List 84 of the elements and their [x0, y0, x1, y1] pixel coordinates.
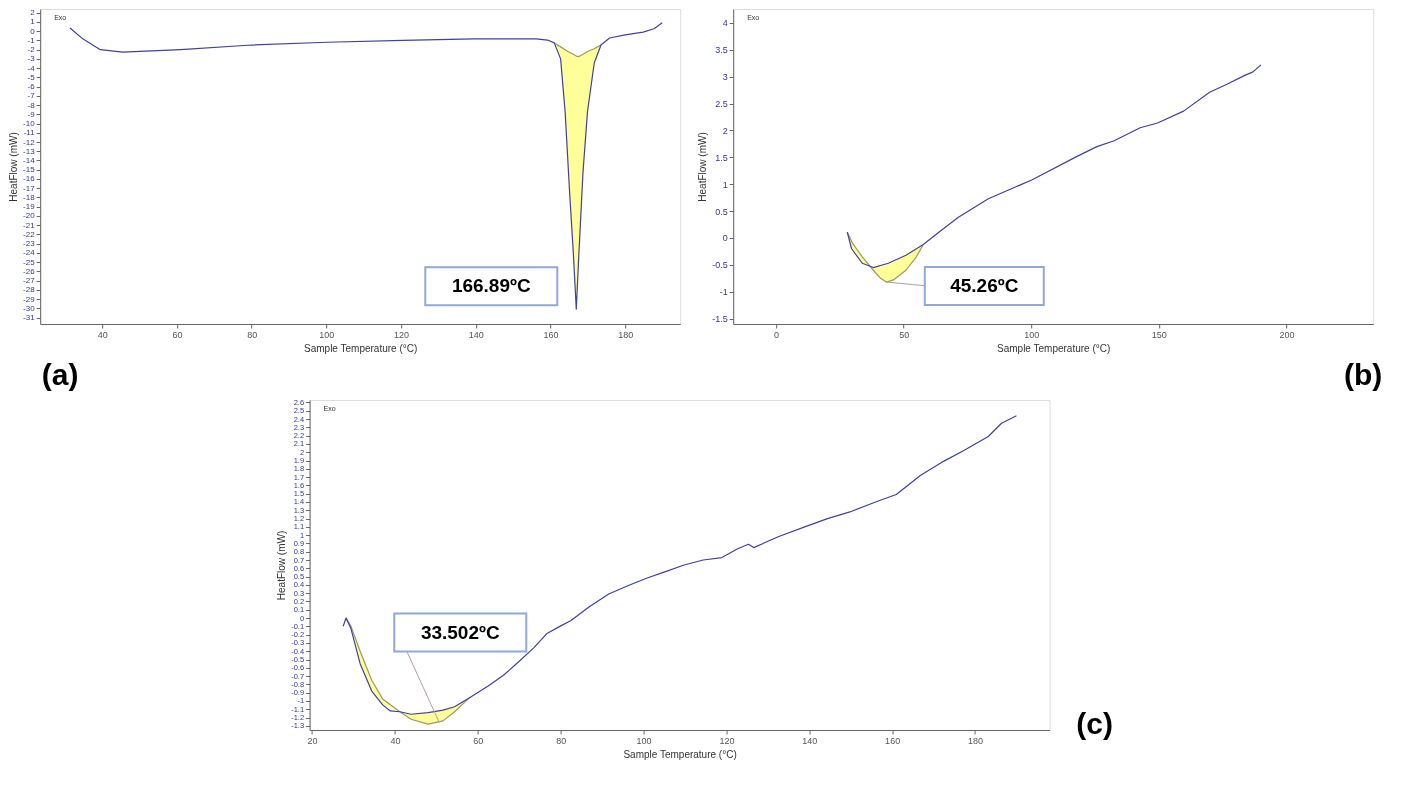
y-tick-label: -24 — [23, 248, 36, 258]
text: (b) — [1344, 358, 1383, 391]
line-series — [69, 22, 663, 310]
y-tick-label: -1 — [719, 287, 728, 298]
x-axis-title: Sample Temperature (°C) — [304, 342, 418, 354]
y-tick-label: -5 — [27, 72, 36, 82]
x-tick-label: 40 — [390, 735, 401, 746]
y-tick-label: -13 — [23, 146, 36, 156]
y-tick-label: 2 — [722, 125, 728, 136]
x-tick-label: 200 — [1279, 329, 1295, 340]
x-tick-label: 140 — [802, 735, 818, 746]
x-tick-label: 50 — [899, 329, 910, 340]
y-tick-label: -28 — [23, 285, 36, 295]
y-tick-label: -21 — [23, 220, 36, 230]
x-tick-label: 80 — [556, 735, 567, 746]
y-tick-label: -14 — [23, 156, 36, 165]
x-tick-label: 140 — [468, 329, 484, 340]
line-series — [342, 415, 1018, 715]
y-tick-label: -1 — [27, 35, 36, 45]
y-tick-label: -7 — [27, 91, 36, 101]
y-tick-label: -15 — [23, 165, 36, 175]
x-tick-label: 120 — [719, 735, 735, 746]
y-tick-label: -18 — [23, 192, 36, 202]
y-tick-label: -8 — [27, 100, 36, 110]
y-axis-title: HeatFlow (mW) — [276, 530, 288, 601]
y-tick-label: 3 — [722, 72, 728, 83]
y-tick-label: 0 — [30, 26, 36, 36]
x-tick-label: 60 — [473, 735, 484, 746]
y-tick-label: -31 — [23, 313, 36, 323]
y-tick-label: -26 — [23, 266, 36, 276]
y-tick-label: 0.5 — [715, 206, 728, 217]
y-tick-label: -9 — [27, 109, 36, 119]
y-tick-label: 1.5 — [715, 152, 728, 163]
y-tick-label: -0.5 — [712, 260, 728, 271]
y-tick-label: -23 — [23, 239, 36, 249]
x-tick-label: 20 — [307, 735, 318, 746]
y-tick-label: 2.5 — [715, 99, 728, 110]
y-tick-label: 1 — [722, 179, 728, 190]
y-tick-label: -2 — [27, 45, 36, 55]
y-tick-label: -10 — [23, 119, 36, 129]
y-tick-label: 0 — [722, 233, 728, 244]
y-tick-label: -12 — [23, 137, 36, 147]
y-tick-label: -20 — [23, 211, 36, 221]
text: (c) — [1076, 707, 1113, 740]
x-tick-label: 40 — [97, 329, 108, 340]
y-tick-label: 3.5 — [715, 45, 728, 56]
y-tick-label: -4 — [27, 63, 36, 73]
x-tick-label: 100 — [319, 329, 335, 340]
y-tick-label: 4 — [722, 18, 728, 29]
line-series — [553, 42, 602, 58]
y-axis-title: HeatFlow (mW) — [8, 132, 20, 202]
x-axis-title: Sample Temperature (°C) — [997, 342, 1111, 354]
y-tick-label: -16 — [23, 174, 36, 184]
y-tick-label: -6 — [27, 82, 36, 92]
y-tick-label: -30 — [23, 303, 36, 313]
x-tick-label: 150 — [1151, 329, 1167, 340]
y-axis-title: HeatFlow (mW) — [697, 132, 709, 202]
text: (a) — [41, 358, 79, 391]
x-tick-label: 100 — [636, 735, 652, 746]
x-tick-label: 60 — [172, 329, 183, 340]
y-tick-label: -17 — [23, 183, 36, 193]
x-tick-label: 160 — [885, 735, 901, 746]
y-tick-label: -19 — [23, 202, 36, 212]
x-tick-label: 120 — [394, 329, 410, 340]
y-tick-label: -22 — [23, 229, 36, 239]
y-tick-label: -25 — [23, 257, 36, 267]
y-tick-label: -27 — [23, 276, 36, 286]
annotation: 166.89ºC — [451, 275, 531, 297]
x-tick-label: 160 — [543, 329, 559, 340]
x-tick-label: 80 — [247, 329, 258, 340]
y-tick-label: -3 — [27, 54, 36, 64]
x-axis-title: Sample Temperature (°C) — [623, 748, 737, 760]
y-tick-label: 2 — [30, 8, 36, 18]
x-tick-label: 100 — [1024, 329, 1040, 340]
line-series — [846, 64, 1262, 269]
x-tick-label: 0 — [774, 329, 780, 340]
x-tick-label: 180 — [618, 329, 634, 340]
y-tick-label: 1 — [30, 17, 36, 27]
x-tick-label: 180 — [967, 735, 984, 746]
annotation: 45.26ºC — [950, 275, 1019, 297]
annotation: 33.502ºC — [420, 621, 500, 643]
y-tick-label: -29 — [23, 294, 36, 304]
y-tick-label: -1.5 — [712, 314, 728, 325]
y-tick-label: -11 — [23, 128, 36, 138]
